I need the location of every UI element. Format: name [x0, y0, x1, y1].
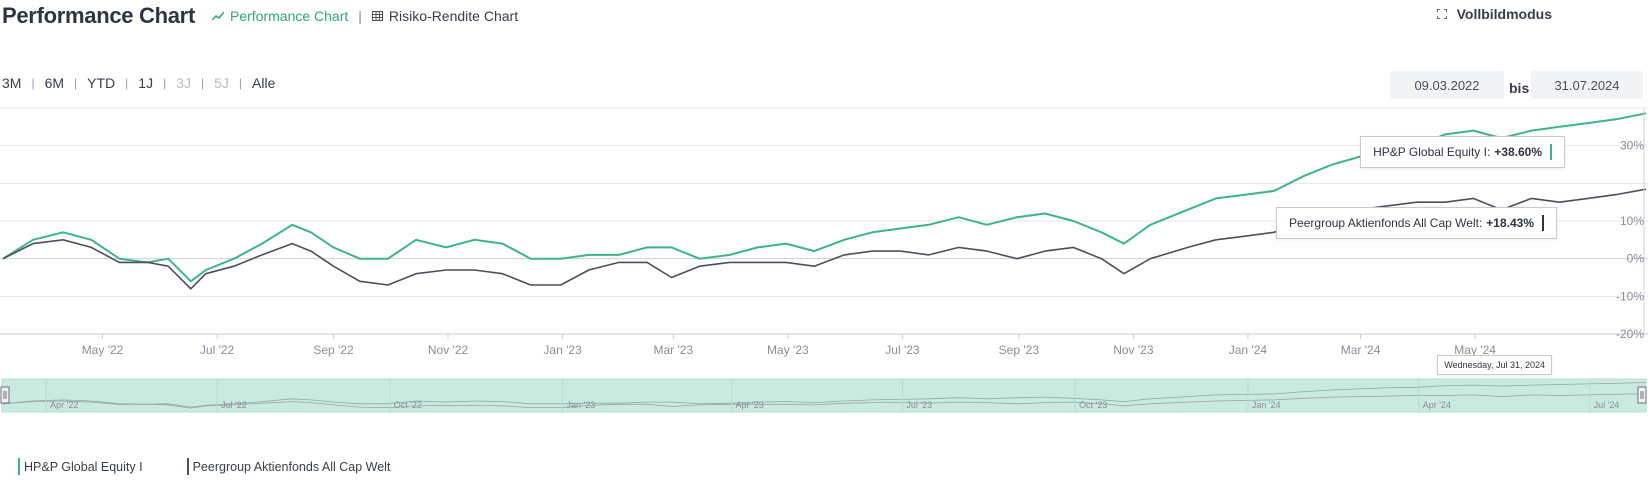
fullscreen-label: Vollbildmodus	[1456, 6, 1552, 22]
tab-label: Performance Chart	[230, 8, 349, 24]
navigator-tick-label: Oct '23	[1079, 400, 1107, 410]
tab-performance-chart[interactable]: Performance Chart	[212, 8, 348, 24]
x-tick-label: Mar '24	[1341, 343, 1381, 357]
tooltip-value: +18.43%	[1486, 216, 1534, 230]
x-tick-label: Sep '22	[313, 343, 354, 357]
range-separator: |	[31, 76, 35, 90]
tooltip-label: HP&P Global Equity I:	[1373, 145, 1491, 159]
range-selector: 3M | 6M | YTD | 1J | 3J | 5J | Alle	[2, 75, 275, 91]
navigator-tick-label: Jul '24	[1594, 400, 1620, 410]
range-button-3j[interactable]: 3J	[176, 75, 191, 91]
page-title: Performance Chart	[2, 3, 195, 28]
range-separator: |	[125, 76, 129, 90]
range-button-5j[interactable]: 5J	[214, 75, 229, 91]
tab-risk-return-chart[interactable]: Risiko-Rendite Chart	[371, 8, 519, 24]
legend-item-series-a[interactable]: HP&P Global Equity I	[18, 458, 143, 475]
tooltip-series-a: HP&P Global Equity I: +38.60%	[1360, 136, 1565, 168]
range-button-6m[interactable]: 6M	[44, 75, 65, 91]
date-to-input[interactable]: 31.07.2024	[1531, 71, 1643, 99]
navigator-tick-label: Apr '24	[1423, 400, 1451, 410]
x-tick-label: Jan '23	[543, 343, 582, 357]
date-from-input[interactable]: 09.03.2022	[1390, 71, 1504, 99]
x-tick-label: Jan '24	[1229, 343, 1268, 357]
navigator-series-line	[2, 382, 1647, 408]
tooltip-color-mark	[1550, 144, 1552, 160]
legend-color-mark	[186, 458, 189, 475]
series-line-peergroup	[2, 188, 1647, 290]
navigator-tick-label: Apr '22	[50, 400, 78, 410]
navigator-tick-label: Jan '23	[567, 400, 596, 410]
x-tick-label: Jul '23	[885, 343, 920, 357]
range-button-1j[interactable]: 1J	[138, 75, 154, 91]
tab-separator: |	[358, 8, 362, 24]
legend-label: HP&P Global Equity I	[24, 459, 143, 474]
performance-chart: -20% -10% 0% 10% 30% May '22 Jul '22 Sep '22 No…	[0, 107, 1648, 413]
legend-item-series-b[interactable]: Peergroup Aktienfonds All Cap Welt	[186, 458, 391, 475]
x-tick-label: May '23	[767, 343, 809, 357]
x-tick-label: Nov '22	[428, 343, 469, 357]
tooltip-series-b: Peergroup Aktienfonds All Cap Welt: +18.…	[1276, 207, 1557, 239]
legend-label: Peergroup Aktienfonds All Cap Welt	[192, 459, 391, 474]
fullscreen-button[interactable]: Vollbildmodus	[1436, 6, 1552, 22]
navigator-selection	[1, 378, 1647, 413]
navigator-tick-label: Jul '23	[906, 400, 932, 410]
navigator-series-line	[2, 393, 1647, 409]
range-separator: |	[74, 76, 78, 90]
y-tick-label: -10%	[1616, 289, 1644, 303]
chart-legend: HP&P Global Equity I Peergroup Aktienfon…	[18, 458, 434, 475]
y-tick-label: 0%	[1627, 252, 1645, 266]
x-tick-label: Jul '22	[200, 343, 235, 357]
x-tick-label: May '22	[82, 343, 124, 357]
date-separator-label: bis	[1509, 80, 1530, 96]
range-separator: |	[163, 76, 167, 90]
grid-icon	[371, 11, 383, 21]
navigator-handle-right[interactable]	[1637, 386, 1647, 404]
tooltip-color-mark	[1542, 215, 1544, 231]
x-tick-label: Nov '23	[1113, 343, 1154, 357]
range-button-ytd[interactable]: YTD	[87, 75, 116, 91]
navigator-tick-label: Oct '22	[394, 400, 422, 410]
tooltip-label: Peergroup Aktienfonds All Cap Welt:	[1289, 216, 1483, 230]
range-button-3m[interactable]: 3M	[2, 75, 22, 91]
legend-color-mark	[18, 458, 20, 475]
navigator-tick-label: Jan '24	[1252, 400, 1281, 410]
range-separator: |	[238, 76, 243, 90]
x-tick-label: May '24	[1454, 343, 1496, 357]
line-chart-icon	[212, 11, 224, 21]
navigator-handle-left[interactable]	[0, 386, 10, 404]
y-tick-label: 30%	[1620, 139, 1644, 153]
x-tick-label: Sep '23	[999, 343, 1040, 357]
y-tick-label: -20%	[1616, 327, 1644, 341]
y-tick-label: 10%	[1620, 214, 1644, 228]
range-separator: |	[201, 76, 205, 90]
navigator-tick-label: Apr '23	[736, 400, 764, 410]
chart-tabs: Performance Chart | Risiko-Rendite Chart	[212, 8, 518, 24]
x-tick-label: Mar '23	[654, 343, 694, 357]
range-button-alle[interactable]: Alle	[252, 75, 276, 91]
tooltip-value: +38.60%	[1494, 145, 1542, 159]
tab-label: Risiko-Rendite Chart	[388, 8, 519, 24]
navigator-tick-label: Jul '22	[221, 400, 247, 410]
tooltip-date: Wednesday, Jul 31, 2024	[1437, 355, 1552, 375]
